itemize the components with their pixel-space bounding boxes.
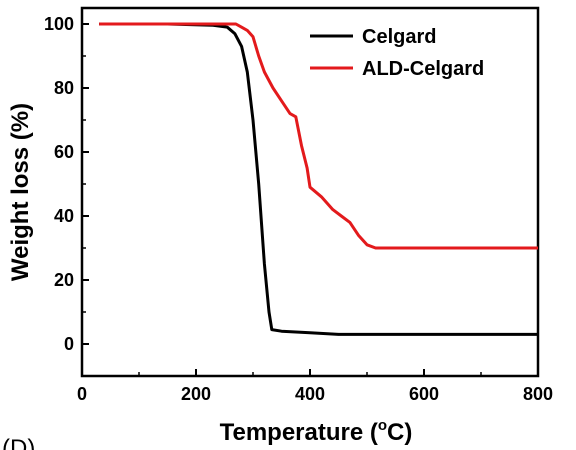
series-line-ald-celgard [99, 22, 538, 250]
legend-label-ald-celgard: ALD-Celgard [362, 58, 484, 80]
series-line-celgard [99, 22, 538, 336]
x-tick-label: 800 [523, 384, 553, 404]
y-tick-label: 20 [54, 270, 74, 290]
y-axis-ticks: 0 20 40 60 80 100 [44, 14, 89, 354]
y-tick-label: 40 [54, 206, 74, 226]
y-tick-label: 80 [54, 78, 74, 98]
y-axis-title: Weight loss (%) [7, 103, 34, 281]
y-tick-label: 100 [44, 14, 74, 34]
panel-label: (D) [2, 435, 35, 450]
y-tick-label: 60 [54, 142, 74, 162]
y-tick-label: 0 [64, 334, 74, 354]
x-tick-label: 200 [181, 384, 211, 404]
x-tick-label: 0 [77, 384, 87, 404]
x-tick-label: 600 [409, 384, 439, 404]
x-axis-title: Temperature (oC) [220, 417, 413, 446]
x-tick-label: 400 [295, 384, 325, 404]
legend-label-celgard: Celgard [362, 26, 436, 48]
legend: Celgard ALD-Celgard [310, 26, 484, 80]
series-layer [99, 22, 538, 336]
x-axis-ticks: 0 200 400 600 800 [77, 369, 553, 404]
